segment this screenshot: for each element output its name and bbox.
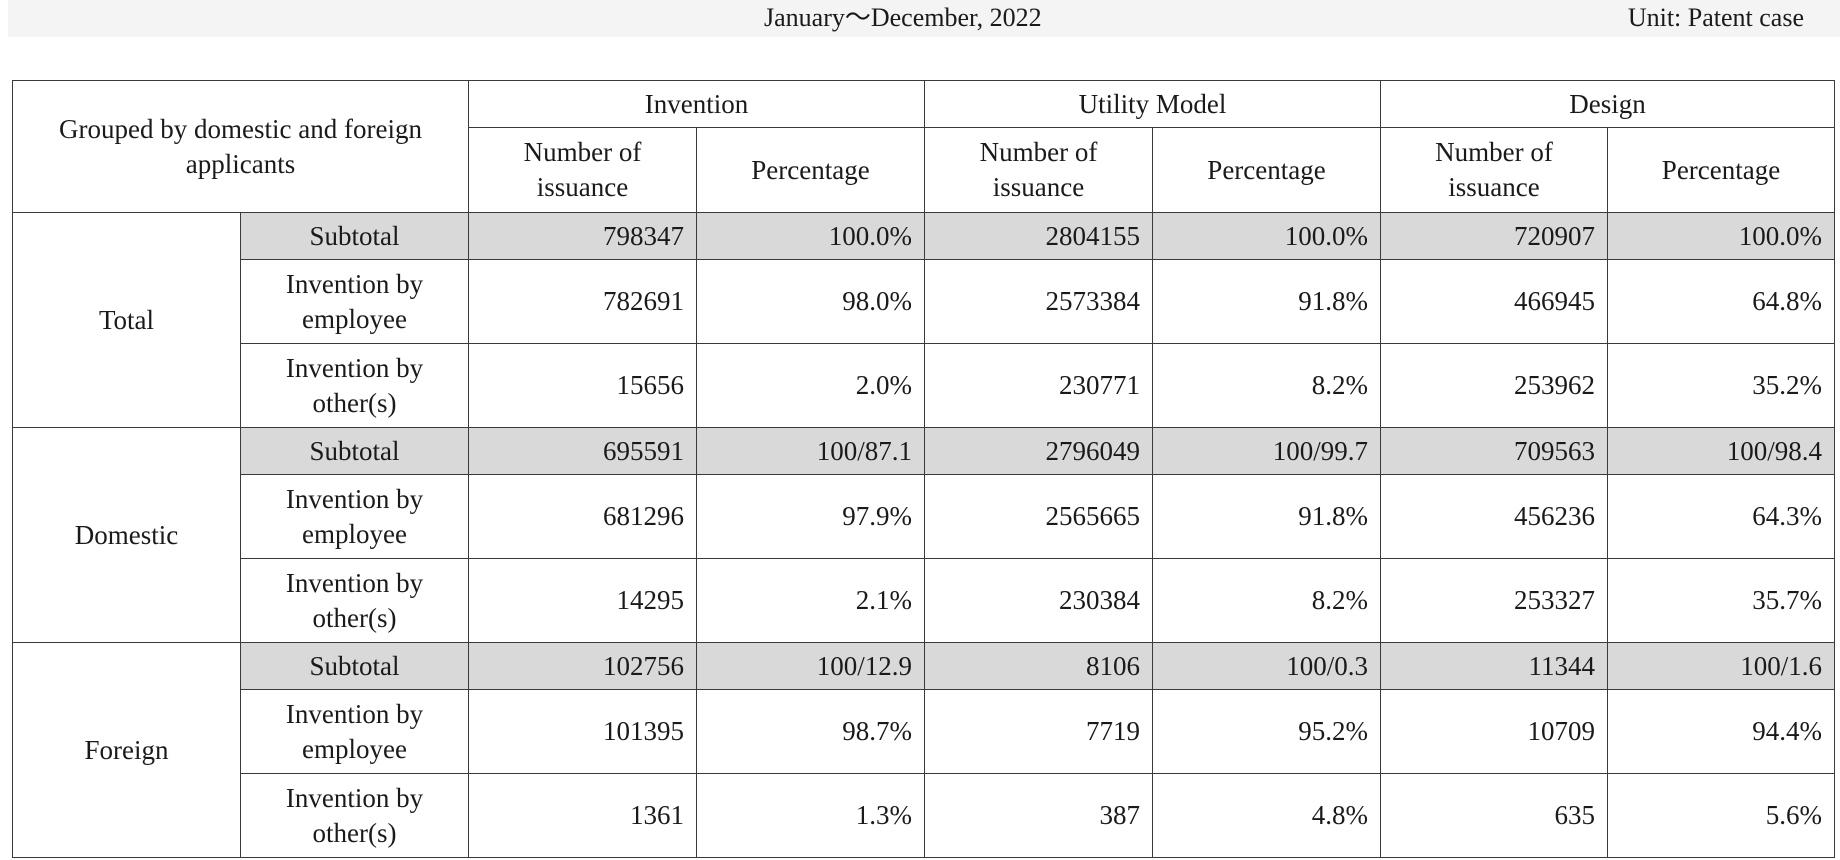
- cell-design-count: 253962: [1380, 343, 1609, 428]
- cell-invention-pct: 98.7%: [695, 689, 926, 774]
- col-header-percentage: Percentage: [1607, 127, 1836, 213]
- cell-invention-count: 681296: [468, 474, 697, 559]
- cell-invention-pct: 100/12.9: [695, 642, 926, 690]
- cell-utility-count: 230771: [924, 343, 1154, 428]
- group-header: Grouped by domestic and foreign applican…: [12, 80, 469, 213]
- cell-utility-count: 2565665: [924, 474, 1154, 559]
- cell-invention-count: 1361: [468, 773, 697, 858]
- cell-invention-count: 782691: [468, 259, 697, 344]
- cell-invention-count: 101395: [468, 689, 697, 774]
- cell-utility-count: 8106: [924, 642, 1154, 690]
- cell-utility-pct: 8.2%: [1152, 343, 1382, 428]
- cell-design-pct: 64.3%: [1607, 474, 1836, 559]
- cell-design-count: 709563: [1380, 427, 1609, 475]
- table-caption-bar: January～December, 2022 Unit: Patent case: [8, 0, 1840, 37]
- table-row: Total Subtotal 798347 100.0% 2804155 100…: [12, 212, 1836, 428]
- row-label: Invention by employee: [240, 259, 469, 344]
- col-header-count: Number of issuance: [924, 127, 1154, 213]
- cell-utility-pct: 95.2%: [1152, 689, 1382, 774]
- cell-design-count: 635: [1380, 773, 1609, 858]
- cell-design-pct: 100/1.6: [1607, 642, 1836, 690]
- cell-utility-count: 7719: [924, 689, 1154, 774]
- category-header-design: Design: [1380, 80, 1836, 128]
- cell-invention-count: 695591: [468, 427, 697, 475]
- cell-invention-pct: 100/87.1: [695, 427, 926, 475]
- group-label: Foreign: [12, 642, 241, 858]
- col-header-count: Number of issuance: [1380, 127, 1609, 213]
- patent-issuance-table: Grouped by domestic and foreign applican…: [12, 80, 1836, 858]
- cell-utility-count: 2796049: [924, 427, 1154, 475]
- row-label: Subtotal: [240, 642, 469, 690]
- cell-utility-pct: 4.8%: [1152, 773, 1382, 858]
- table-row: Foreign Subtotal 102756 100/12.9 8106 10…: [12, 642, 1836, 858]
- cell-utility-count: 2573384: [924, 259, 1154, 344]
- cell-utility-pct: 91.8%: [1152, 474, 1382, 559]
- cell-utility-pct: 100.0%: [1152, 212, 1382, 260]
- row-label: Subtotal: [240, 427, 469, 475]
- table-row: Invention by employee 681296 97.9% 25656…: [13, 474, 1836, 559]
- cell-invention-pct: 100.0%: [695, 212, 926, 260]
- row-label: Subtotal: [240, 212, 469, 260]
- row-label: Invention by other(s): [240, 558, 469, 643]
- group-label: Domestic: [12, 427, 241, 643]
- cell-utility-count: 387: [924, 773, 1154, 858]
- col-header-count: Number of issuance: [468, 127, 697, 213]
- cell-utility-count: 230384: [924, 558, 1154, 643]
- category-header-utility-model: Utility Model: [924, 80, 1382, 128]
- cell-invention-count: 798347: [468, 212, 697, 260]
- cell-invention-count: 14295: [468, 558, 697, 643]
- period-label: January～December, 2022: [764, 3, 1042, 32]
- row-label: Invention by employee: [240, 689, 469, 774]
- cell-utility-count: 2804155: [924, 212, 1154, 260]
- row-label: Invention by other(s): [240, 773, 469, 858]
- row-label: Invention by employee: [240, 474, 469, 559]
- cell-design-pct: 35.2%: [1607, 343, 1836, 428]
- cell-invention-pct: 1.3%: [695, 773, 926, 858]
- cell-design-count: 10709: [1380, 689, 1609, 774]
- category-header-invention: Invention: [467, 80, 926, 128]
- table-row: Invention by other(s) 14295 2.1% 230384 …: [13, 558, 1836, 643]
- cell-utility-pct: 8.2%: [1152, 558, 1382, 643]
- cell-design-count: 253327: [1380, 558, 1609, 643]
- cell-utility-pct: 100/0.3: [1152, 642, 1382, 690]
- table-row: Invention by employee 101395 98.7% 7719 …: [13, 689, 1836, 774]
- cell-design-count: 11344: [1380, 642, 1609, 690]
- table-row: Invention by other(s) 15656 2.0% 230771 …: [13, 343, 1836, 428]
- table-row: Invention by employee 782691 98.0% 25733…: [13, 259, 1836, 344]
- cell-design-pct: 100.0%: [1607, 212, 1836, 260]
- col-header-percentage: Percentage: [1152, 127, 1382, 213]
- cell-design-pct: 35.7%: [1607, 558, 1836, 643]
- cell-design-pct: 94.4%: [1607, 689, 1836, 774]
- row-label: Invention by other(s): [240, 343, 469, 428]
- cell-utility-pct: 91.8%: [1152, 259, 1382, 344]
- group-label: Total: [12, 212, 241, 428]
- unit-label: Unit: Patent case: [1627, 3, 1804, 32]
- cell-design-count: 466945: [1380, 259, 1609, 344]
- cell-invention-pct: 2.1%: [695, 558, 926, 643]
- cell-invention-count: 15656: [468, 343, 697, 428]
- cell-design-pct: 5.6%: [1607, 773, 1836, 858]
- cell-invention-pct: 97.9%: [695, 474, 926, 559]
- table-row: Invention by other(s) 1361 1.3% 387 4.8%…: [13, 773, 1836, 858]
- cell-invention-pct: 2.0%: [695, 343, 926, 428]
- cell-utility-pct: 100/99.7: [1152, 427, 1382, 475]
- cell-design-count: 456236: [1380, 474, 1609, 559]
- cell-invention-count: 102756: [468, 642, 697, 690]
- cell-design-pct: 100/98.4: [1607, 427, 1836, 475]
- cell-design-count: 720907: [1380, 212, 1609, 260]
- cell-invention-pct: 98.0%: [695, 259, 926, 344]
- table-row: Domestic Subtotal 695591 100/87.1 279604…: [12, 427, 1836, 643]
- cell-design-pct: 64.8%: [1607, 259, 1836, 344]
- col-header-percentage: Percentage: [695, 127, 926, 213]
